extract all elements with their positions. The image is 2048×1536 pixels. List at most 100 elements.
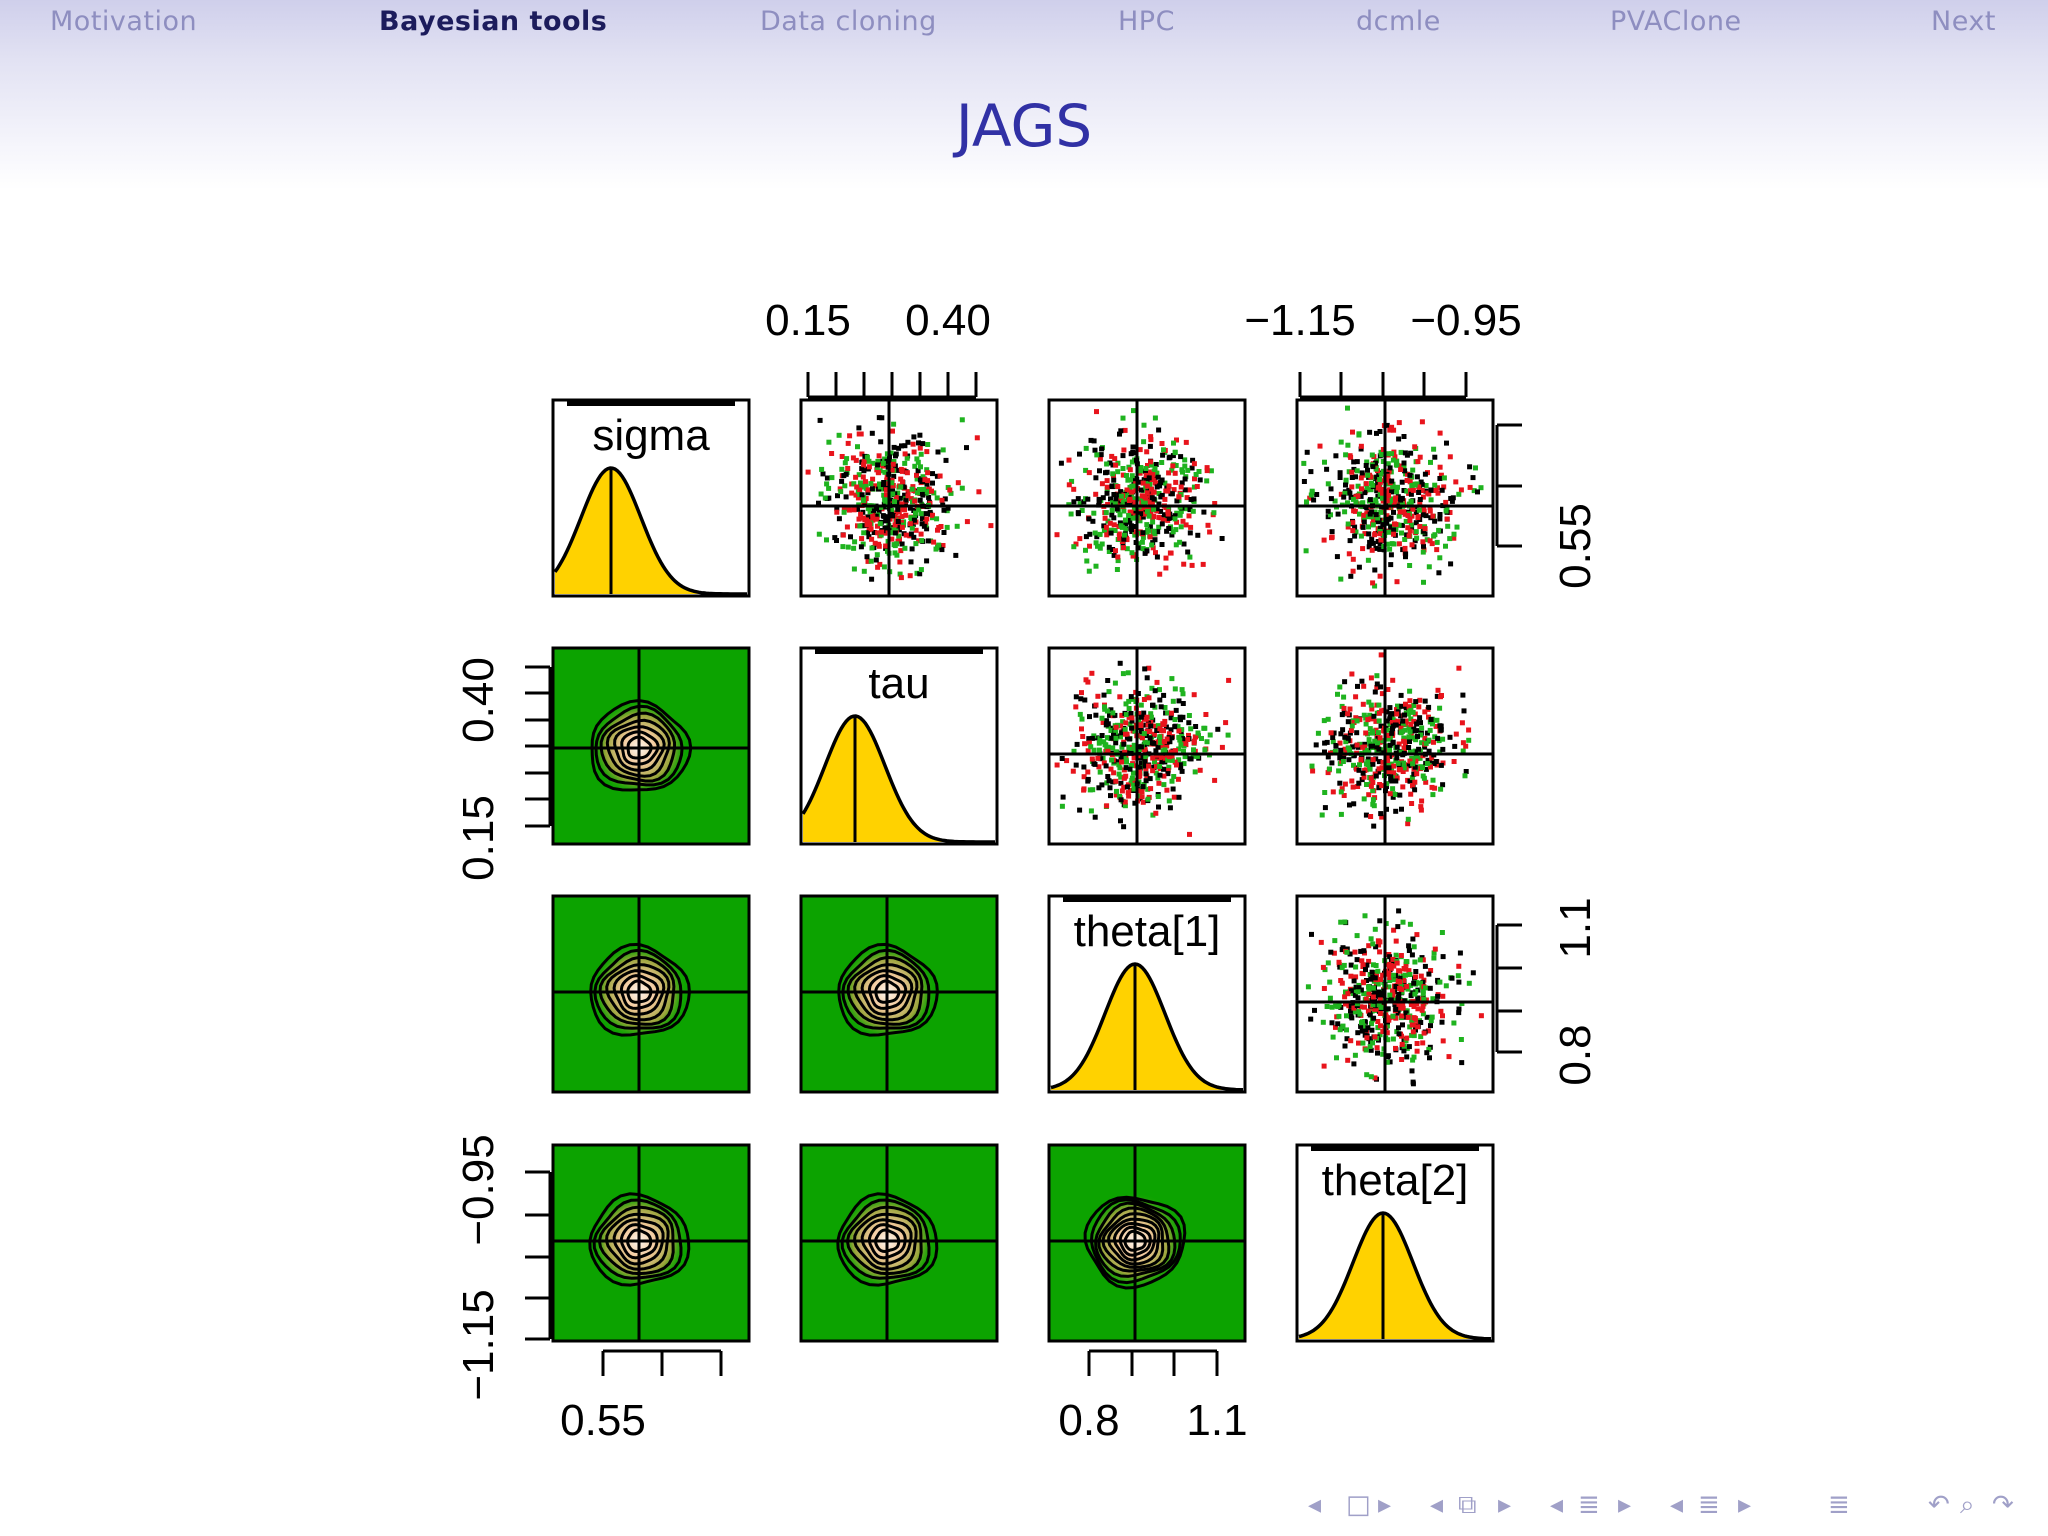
chain-point xyxy=(1143,472,1149,478)
chain-point xyxy=(1332,938,1338,944)
chain-point xyxy=(1117,512,1123,518)
chain-point xyxy=(1407,749,1413,755)
chain-point xyxy=(1370,780,1376,785)
beamer-nav-icon[interactable]: ◂ xyxy=(1550,1490,1564,1520)
chain-point xyxy=(1093,563,1099,569)
chain-point xyxy=(1329,1020,1335,1026)
chain-point xyxy=(1426,714,1431,720)
chain-point xyxy=(1370,464,1376,470)
chain-point xyxy=(1097,468,1102,474)
beamer-nav-icon[interactable]: ⌕ xyxy=(1960,1490,1975,1520)
chain-point xyxy=(1398,725,1404,731)
nav-next[interactable]: Next xyxy=(1931,6,1996,37)
chain-point xyxy=(895,506,901,512)
beamer-nav-icon[interactable]: ↶ xyxy=(1928,1490,1950,1520)
chain-point xyxy=(1380,498,1386,504)
chain-point xyxy=(1413,969,1419,974)
chain-point xyxy=(1373,545,1379,551)
chain-point xyxy=(1194,753,1200,759)
beamer-nav-icon[interactable]: ≣ xyxy=(1828,1490,1850,1520)
chain-point xyxy=(1394,755,1400,761)
panel-label-theta2: theta[2] xyxy=(1322,1156,1469,1205)
chain-point xyxy=(1329,529,1335,535)
chain-point xyxy=(1321,537,1327,543)
nav-motivation[interactable]: Motivation xyxy=(50,6,198,37)
chain-point xyxy=(934,473,940,479)
beamer-nav-icon[interactable]: □ xyxy=(1346,1490,1371,1520)
chain-point xyxy=(1407,739,1412,744)
chain-point xyxy=(874,516,880,522)
chain-point xyxy=(1332,498,1338,504)
nav-pvaclone[interactable]: PVAClone xyxy=(1610,6,1742,37)
chain-point xyxy=(1349,469,1355,475)
beamer-nav-icon[interactable]: ↷ xyxy=(1992,1490,2014,1520)
chain-point xyxy=(1366,792,1372,798)
chain-point xyxy=(867,509,873,515)
beamer-nav-icon[interactable]: ▸ xyxy=(1498,1490,1512,1520)
chain-point xyxy=(1146,665,1152,671)
chain-point xyxy=(964,445,969,451)
chain-point xyxy=(1368,814,1374,819)
chain-point xyxy=(1123,701,1129,707)
chain-point xyxy=(1104,718,1110,724)
section-navigation: Motivation Bayesian tools Data cloning H… xyxy=(0,6,2048,46)
chain-point xyxy=(1385,727,1390,733)
chain-point xyxy=(1170,786,1176,792)
chain-point xyxy=(1354,459,1360,465)
chain-point xyxy=(1156,804,1161,810)
chain-point xyxy=(1325,770,1331,776)
chain-point xyxy=(1145,463,1150,468)
nav-bayesian-tools[interactable]: Bayesian tools xyxy=(379,6,608,37)
chain-point xyxy=(1097,531,1103,537)
chain-point xyxy=(876,415,882,421)
chain-point xyxy=(1161,782,1167,788)
chain-point xyxy=(1083,547,1088,553)
beamer-nav-icon[interactable]: ◂ xyxy=(1670,1490,1684,1520)
chain-point xyxy=(1179,480,1185,486)
chain-point xyxy=(1150,472,1156,478)
chain-point xyxy=(870,514,876,520)
chain-point xyxy=(1368,702,1374,708)
chain-point xyxy=(1304,499,1309,505)
beamer-nav-icon[interactable]: ◂ xyxy=(1308,1490,1322,1520)
chain-point xyxy=(1401,1048,1407,1054)
chain-point xyxy=(1089,670,1095,676)
chain-point xyxy=(911,534,917,540)
chain-point xyxy=(1376,746,1382,752)
chain-point xyxy=(1348,1003,1354,1009)
beamer-nav-icon[interactable]: ≣ xyxy=(1698,1490,1720,1520)
chain-point xyxy=(1123,517,1128,523)
chain-point xyxy=(1107,712,1112,718)
tick-label-left-tau-0: 0.40 xyxy=(454,657,503,743)
nav-data-cloning[interactable]: Data cloning xyxy=(760,6,937,37)
chain-point xyxy=(1364,782,1369,787)
chain-point xyxy=(1084,558,1090,564)
nav-dcmle[interactable]: dcmle xyxy=(1356,6,1441,37)
chain-point xyxy=(1437,705,1443,711)
chain-point xyxy=(899,501,905,507)
chain-point xyxy=(1345,991,1351,997)
chain-point xyxy=(1394,489,1400,495)
chain-point xyxy=(1169,467,1175,473)
chain-point xyxy=(1126,793,1132,799)
beamer-nav-icon[interactable]: ▸ xyxy=(1618,1490,1632,1520)
chain-point xyxy=(1362,1004,1367,1010)
chain-point xyxy=(868,481,874,487)
beamer-nav-icon[interactable]: ◂ xyxy=(1430,1490,1444,1520)
chain-point xyxy=(1372,926,1378,932)
chain-point xyxy=(903,501,908,507)
panel-border xyxy=(1047,398,1247,598)
beamer-nav-icon[interactable]: ⧉ xyxy=(1458,1490,1477,1520)
nav-hpc[interactable]: HPC xyxy=(1118,6,1175,37)
chain-point xyxy=(1309,763,1315,769)
right-axis-theta1 xyxy=(1495,923,1522,1054)
chain-point xyxy=(1370,994,1376,1000)
chain-point xyxy=(1336,1013,1342,1019)
chain-point xyxy=(1345,735,1351,741)
chain-point xyxy=(1366,958,1372,964)
beamer-nav-icon[interactable]: ▸ xyxy=(1738,1490,1752,1520)
chain-point xyxy=(1155,723,1161,729)
beamer-nav-icon[interactable]: ▸ xyxy=(1378,1490,1392,1520)
chain-point xyxy=(1359,486,1364,492)
beamer-nav-icon[interactable]: ≣ xyxy=(1578,1490,1600,1520)
